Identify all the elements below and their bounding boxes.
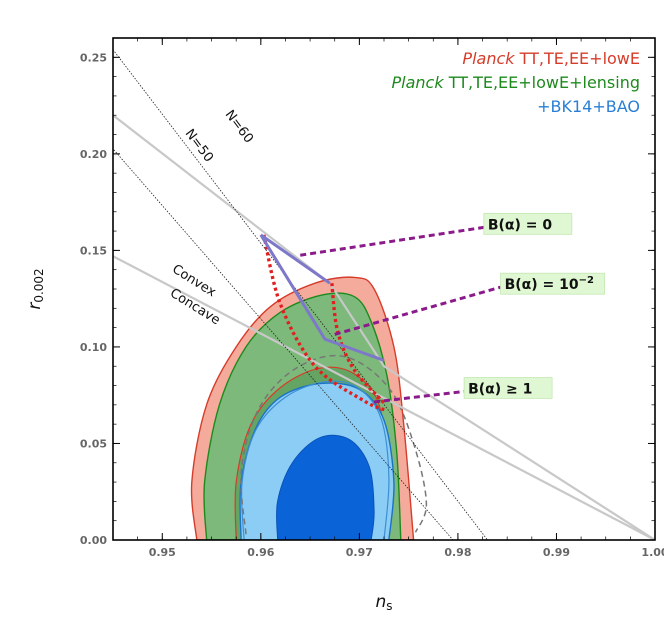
annotation-label: B(α) = 0 — [488, 217, 553, 233]
legend: Planck TT,TE,EE+lowE Planck TT,TE,EE+lowE… — [392, 49, 640, 116]
annotation-arrow — [334, 285, 501, 336]
x-tick-label: 0.95 — [149, 546, 176, 559]
n50-label: N=50 — [182, 127, 216, 166]
convex-concave-line — [113, 255, 655, 540]
n60-label: N=60 — [222, 108, 256, 147]
y-tick-label: 0.10 — [80, 341, 107, 354]
annotation-label: B(α) = 10−2 — [505, 275, 594, 293]
inflation-upper-line — [259, 233, 331, 285]
x-tick-label: 0.99 — [543, 546, 570, 559]
x-tick-label: 0.96 — [247, 546, 274, 559]
red-dotted-curve-0 — [262, 234, 388, 413]
legend-entry: Planck TT,TE,EE+lowE+lensing — [392, 73, 640, 92]
y-tick-label: 0.20 — [80, 148, 107, 161]
inflation-lower-line — [259, 234, 385, 362]
x-axis-label: ns — [375, 592, 392, 613]
y-tick-label: 0.05 — [80, 437, 107, 450]
n60-line — [113, 49, 488, 540]
y-tick-label: 0.15 — [80, 244, 107, 257]
boundary-line — [113, 114, 655, 540]
legend-entry: +BK14+BAO — [537, 97, 640, 116]
annotation-arrow — [373, 389, 465, 404]
dashed-contour — [240, 354, 428, 535]
n50-line — [113, 148, 454, 540]
y-tick-label: 0.25 — [80, 51, 107, 64]
bk-68-contour — [276, 434, 375, 540]
x-tick-label: 0.97 — [346, 546, 373, 559]
annotation-box — [463, 377, 553, 399]
annotation-box — [483, 212, 573, 235]
x-tick-label: 0.98 — [444, 546, 471, 559]
legend-entry: Planck TT,TE,EE+lowE — [462, 49, 640, 68]
plot-content — [113, 49, 655, 540]
axes: 0.95 0.96 0.97 0.98 0.99 1.00 0.00 0.05 0.10 0.15… — [80, 37, 664, 559]
red-dotted-curve-1 — [330, 282, 386, 405]
lensing-68-contour — [240, 380, 390, 540]
annotation-arrow — [300, 225, 485, 257]
annotation-label: B(α) ≥ 1 — [468, 381, 532, 397]
annotation-box — [500, 272, 605, 295]
y-axis-label: r0.002 — [25, 268, 46, 309]
y-tick-label: 0.00 — [80, 534, 107, 547]
x-tick-label: 1.00 — [641, 546, 664, 559]
